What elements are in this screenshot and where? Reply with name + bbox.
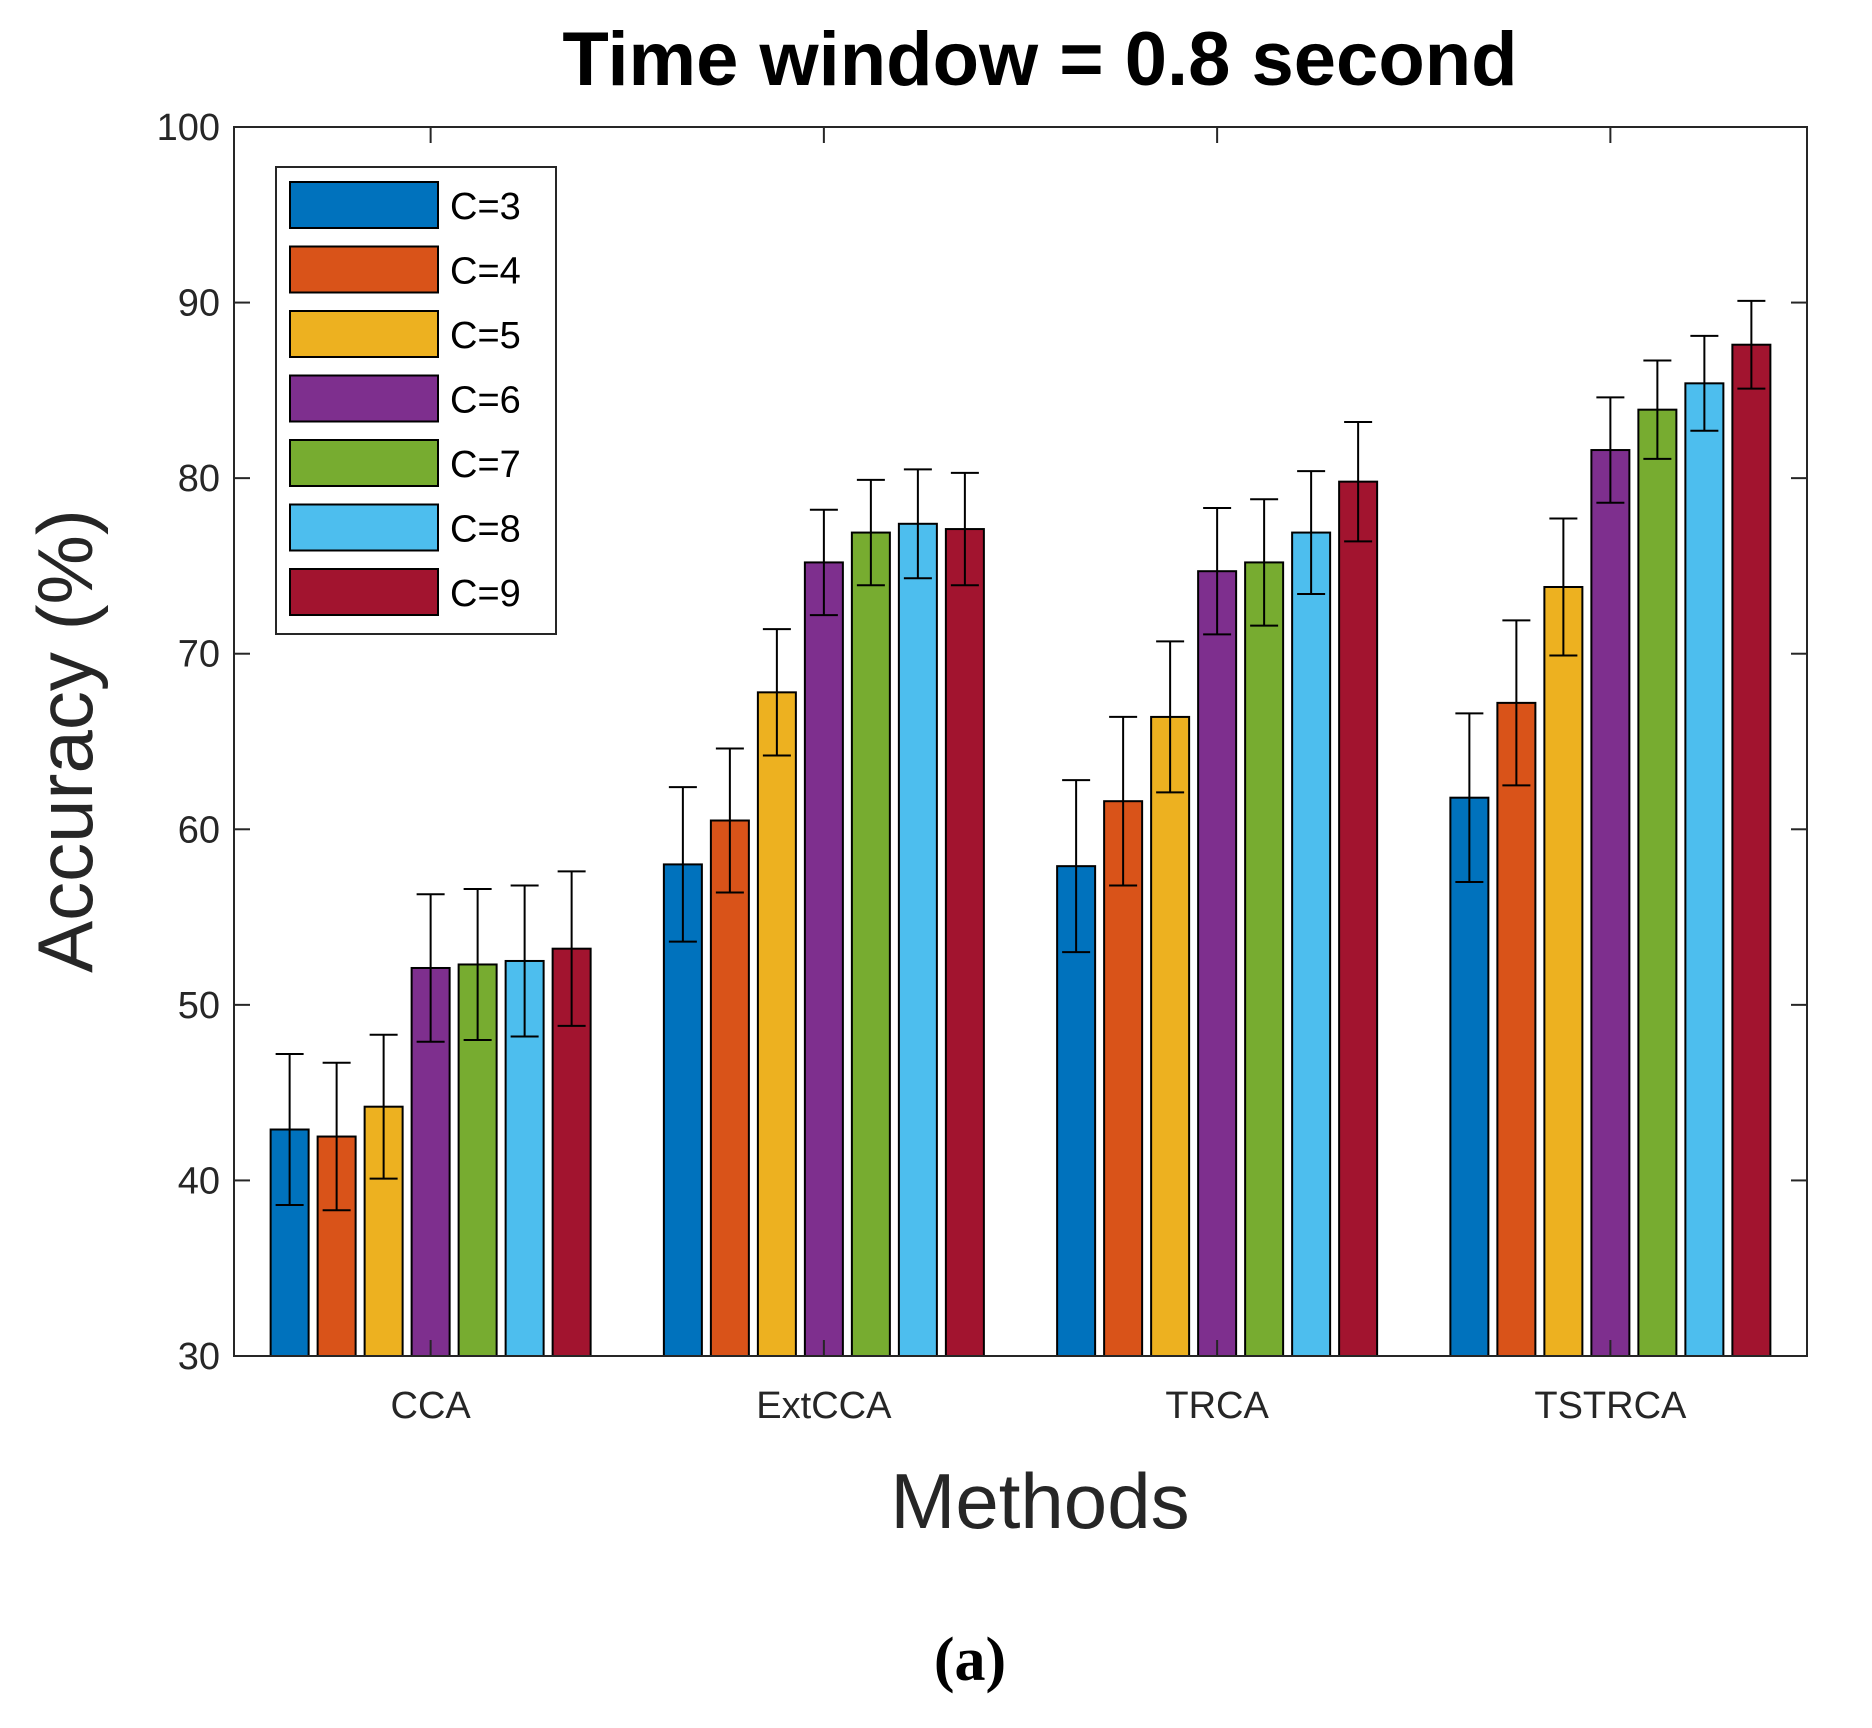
- figure-caption: (a): [934, 1626, 1006, 1694]
- bar: [803, 561, 844, 1357]
- legend-label: C=8: [450, 509, 521, 551]
- legend-label: C=9: [450, 573, 521, 615]
- legend-swatch: [289, 568, 439, 616]
- legend-label: C=4: [450, 251, 521, 293]
- legend-swatch: [289, 374, 439, 423]
- bar: [1684, 382, 1725, 1357]
- bar: [756, 691, 797, 1357]
- y-tick-label: 30: [178, 1336, 220, 1378]
- bar: [1590, 449, 1631, 1357]
- x-tick-label: TRCA: [1165, 1385, 1269, 1427]
- bar: [944, 528, 985, 1357]
- bar: [1496, 701, 1537, 1357]
- bar: [1291, 531, 1332, 1357]
- bar: [1731, 343, 1772, 1357]
- legend-swatch: [289, 181, 439, 229]
- x-axis: CCA ExtCCA TRCA TSTRCA: [391, 127, 1687, 1427]
- y-tick-label: 70: [178, 634, 220, 676]
- bars-layer: [269, 299, 1772, 1358]
- legend-label: C=7: [450, 444, 521, 486]
- y-tick-label: 40: [178, 1160, 220, 1202]
- x-axis-label: Methods: [890, 1457, 1189, 1545]
- plot-frame: [233, 126, 1808, 1357]
- x-tick-label: CCA: [391, 1385, 472, 1427]
- bar: [897, 522, 938, 1357]
- legend-swatch: [289, 245, 439, 294]
- y-axis-label: Accuracy (%): [21, 509, 109, 973]
- bar: [1338, 480, 1379, 1357]
- legend-label: C=3: [450, 186, 521, 228]
- bar: [850, 531, 891, 1357]
- legend-label: C=6: [450, 380, 521, 422]
- y-axis: 30 40 50 60 70 80 90 100: [157, 107, 1807, 1378]
- bar: [1197, 570, 1238, 1357]
- bar: [1543, 585, 1584, 1357]
- y-tick-label: 50: [178, 985, 220, 1027]
- y-tick-label: 60: [178, 809, 220, 851]
- legend: C=3 C=4 C=5 C=6 C=7 C=8 C=9: [275, 166, 557, 635]
- y-tick-label: 90: [178, 283, 220, 325]
- y-tick-label: 100: [157, 107, 220, 149]
- x-tick-label: TSTRCA: [1534, 1385, 1687, 1427]
- bar: [1244, 561, 1285, 1357]
- legend-label: C=5: [450, 315, 521, 357]
- bar: [1637, 408, 1678, 1358]
- bar: [1150, 715, 1191, 1357]
- y-tick-label: 80: [178, 458, 220, 500]
- chart-title: Time window = 0.8 second: [562, 17, 1517, 102]
- x-tick-label: ExtCCA: [756, 1385, 892, 1427]
- legend-swatch: [289, 310, 439, 358]
- legend-swatch: [289, 439, 439, 487]
- bar: [662, 863, 703, 1358]
- bar: [709, 819, 750, 1357]
- legend-swatch: [289, 503, 439, 552]
- bar: [1103, 800, 1144, 1357]
